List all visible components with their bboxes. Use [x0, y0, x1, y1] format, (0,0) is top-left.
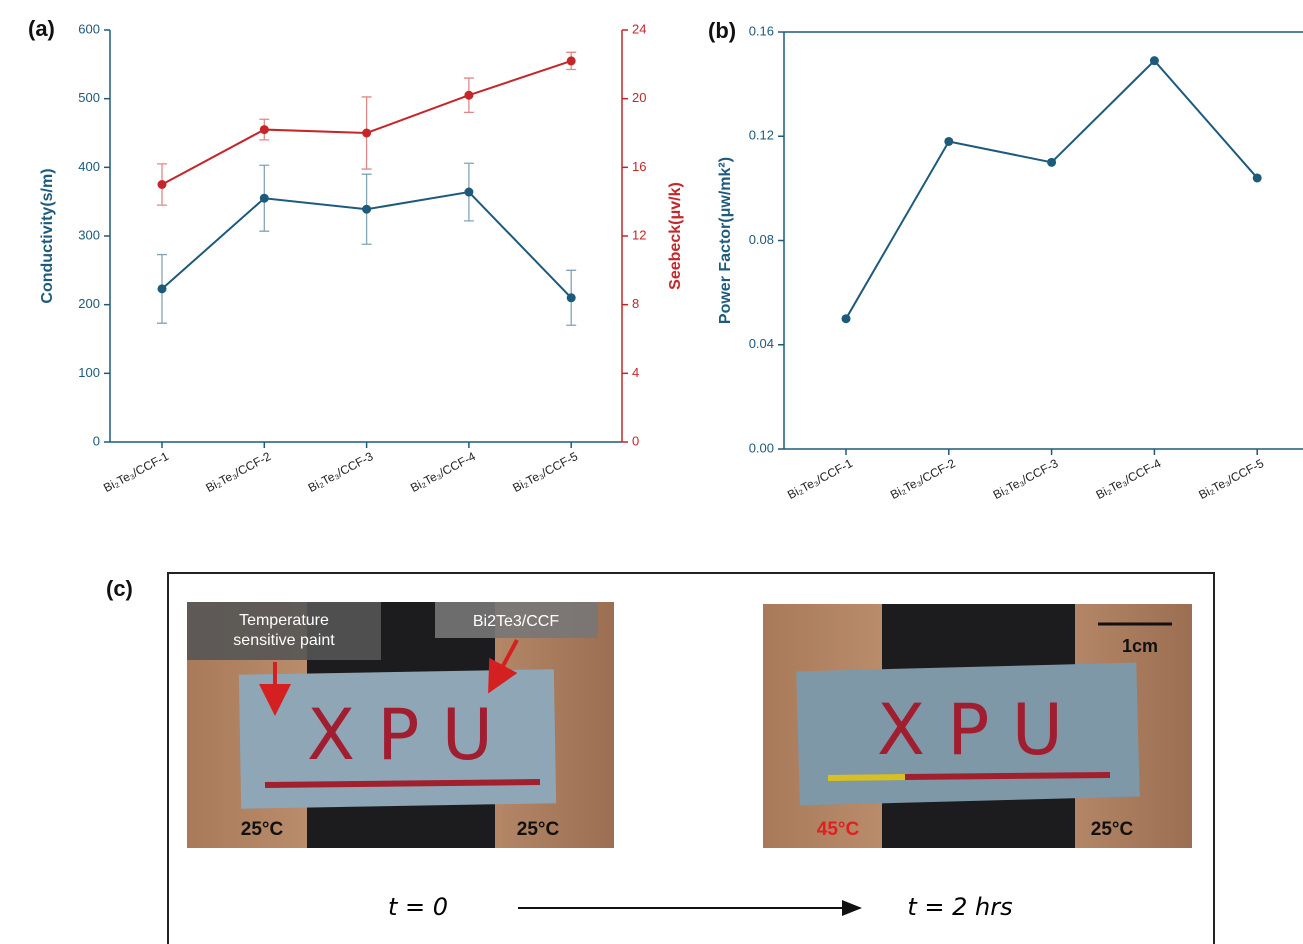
- figure: (a)0100200300400500600Conductivity(s/m)0…: [0, 0, 1303, 944]
- charts: (a)0100200300400500600Conductivity(s/m)0…: [28, 16, 1303, 502]
- data-point: [1047, 158, 1056, 167]
- y2-tick-label: 24: [632, 21, 646, 36]
- temperature: 25°C: [241, 819, 284, 840]
- data-point: [362, 129, 371, 138]
- x-tick-label: Bi₂Te₃/CCF-1: [785, 456, 855, 502]
- data-point: [567, 56, 576, 65]
- panel-label: (b): [708, 18, 736, 43]
- x-tick-label: Bi₂Te₃/CCF-2: [888, 456, 958, 502]
- x-tick-label: Bi₂Te₃/CCF-1: [101, 449, 171, 495]
- data-point: [944, 137, 953, 146]
- temperature: 25°C: [517, 819, 560, 840]
- x-tick-label: Bi₂Te₃/CCF-5: [1196, 456, 1266, 502]
- data-point: [362, 205, 371, 214]
- y-axis-label: Conductivity(s/m): [39, 168, 56, 303]
- y-tick-label: 0: [93, 433, 100, 448]
- y-tick-label: 0.04: [749, 336, 774, 351]
- y2-tick-label: 8: [632, 296, 639, 311]
- data-point: [158, 284, 167, 293]
- x-tick-label: Bi₂Te₃/CCF-2: [203, 449, 273, 495]
- panel-label: (a): [28, 16, 55, 41]
- x-tick-label: Bi₂Te₃/CCF-3: [991, 456, 1061, 502]
- y-tick-label: 0.12: [749, 128, 774, 143]
- y-tick-label: 0.00: [749, 440, 774, 455]
- y-tick-label: 500: [78, 90, 100, 105]
- x-tick-label: Bi₂Te₃/CCF-4: [408, 449, 478, 495]
- x-tick-label: Bi₂Te₃/CCF-3: [306, 449, 376, 495]
- temperature: 45°C: [817, 819, 860, 840]
- data-point: [567, 293, 576, 302]
- x-tick-label: Bi₂Te₃/CCF-4: [1094, 456, 1164, 502]
- y-tick-label: 400: [78, 159, 100, 174]
- y2-tick-label: 16: [632, 159, 646, 174]
- data-point: [260, 194, 269, 203]
- y2-tick-label: 12: [632, 227, 646, 242]
- x-tick-label: Bi₂Te₃/CCF-5: [510, 449, 580, 495]
- y2-axis-label: Seebeck(μv/k): [667, 182, 684, 290]
- photo-label: Bi2Te3/CCF: [473, 613, 559, 630]
- data-point: [464, 91, 473, 100]
- data-point: [842, 314, 851, 323]
- y-tick-label: 600: [78, 21, 100, 36]
- time-label: t = 2 hrs: [907, 893, 1012, 921]
- series-line: [846, 61, 1257, 319]
- y-tick-label: 0.16: [749, 23, 774, 38]
- y-tick-label: 0.08: [749, 232, 774, 247]
- painted-letters: X P U: [877, 689, 1063, 771]
- scale-bar-label: 1cm: [1122, 636, 1158, 656]
- y-tick-label: 100: [78, 365, 100, 380]
- time-label: t = 0: [388, 893, 448, 921]
- photo-right: X P U 1cm 45°C 25°C: [763, 604, 1192, 848]
- data-point: [464, 188, 473, 197]
- painted-letters: X P U: [307, 694, 493, 776]
- panel-label: (c): [106, 576, 133, 601]
- data-point: [1150, 56, 1159, 65]
- data-point: [260, 125, 269, 134]
- y-tick-label: 200: [78, 296, 100, 311]
- temperature: 25°C: [1091, 819, 1134, 840]
- y-tick-label: 300: [78, 227, 100, 242]
- y-axis-label: Power Factor(μw/mk²): [717, 157, 734, 324]
- y2-tick-label: 4: [632, 365, 639, 380]
- y2-tick-label: 0: [632, 433, 639, 448]
- data-point: [158, 180, 167, 189]
- y2-tick-label: 20: [632, 90, 646, 105]
- data-point: [1253, 173, 1262, 182]
